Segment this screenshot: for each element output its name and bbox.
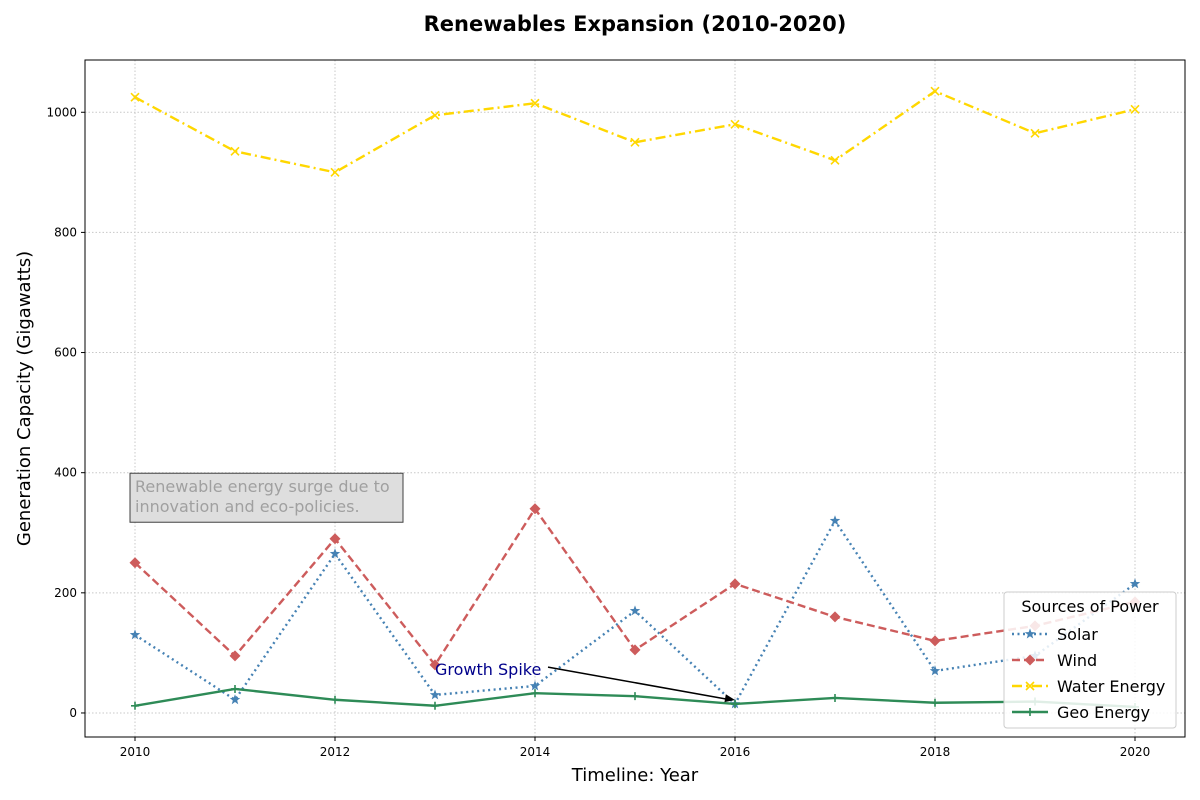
y-tick-label: 800 [54, 225, 77, 239]
data-point-solar [330, 548, 340, 558]
y-tick-label: 0 [69, 706, 77, 720]
data-point-geo-energy [631, 692, 639, 700]
data-point-solar [230, 694, 240, 704]
legend-label: Geo Energy [1057, 703, 1150, 722]
y-axis-label: Generation Capacity (Gigawatts) [14, 251, 35, 546]
x-axis-label: Timeline: Year [571, 765, 699, 786]
series-geo-energy [131, 685, 1139, 711]
series-water-energy [131, 87, 1139, 176]
data-point-wind [230, 650, 241, 661]
note-text-line: innovation and eco-policies. [135, 497, 360, 516]
x-tick-label: 2012 [320, 745, 351, 759]
data-point-geo-energy [531, 689, 539, 697]
y-tick-label: 600 [54, 346, 77, 360]
legend-title: Sources of Power [1021, 597, 1159, 616]
y-tick-label: 400 [54, 466, 77, 480]
legend-label: Solar [1057, 625, 1098, 644]
legend-label: Water Energy [1057, 677, 1165, 696]
chart-title: Renewables Expansion (2010-2020) [424, 12, 847, 36]
data-point-geo-energy [231, 685, 239, 693]
series-line-wind [135, 509, 1135, 665]
x-tick-label: 2018 [920, 745, 951, 759]
legend-label: Wind [1057, 651, 1097, 670]
y-tick-label: 1000 [46, 105, 77, 119]
data-point-geo-energy [831, 694, 839, 702]
note-text-line: Renewable energy surge due to [135, 477, 390, 496]
x-tick-label: 2020 [1120, 745, 1151, 759]
data-point-wind [930, 635, 941, 646]
axis-ticks: 2010 2012 2014 2016 2018 2020 0 200 400 600 800 100… [46, 105, 1150, 759]
data-point-solar [530, 680, 540, 690]
series-solar [130, 515, 1140, 708]
data-point-wind [330, 533, 341, 544]
annotation-arrowhead [724, 694, 735, 702]
data-point-solar [830, 515, 840, 525]
series-line-water-energy [135, 91, 1135, 172]
data-point-geo-energy [331, 696, 339, 704]
legend: Sources of Power Solar Wind Water Energy Geo… [1004, 592, 1176, 728]
data-point-wind [830, 611, 841, 622]
data-point-water-energy [231, 147, 239, 155]
x-tick-label: 2016 [720, 745, 751, 759]
y-tick-label: 200 [54, 586, 77, 600]
data-point-geo-energy [431, 702, 439, 710]
x-tick-label: 2010 [120, 745, 151, 759]
series-wind [130, 503, 1141, 670]
data-point-solar [1130, 578, 1140, 588]
note-text: Renewable energy surge due to innovation … [135, 477, 390, 516]
data-point-geo-energy [131, 702, 139, 710]
series-layer [130, 87, 1141, 711]
data-point-geo-energy [931, 699, 939, 707]
x-tick-label: 2014 [520, 745, 551, 759]
annotation-text: Growth Spike [435, 660, 541, 679]
data-point-geo-energy [731, 700, 739, 708]
data-point-water-energy [131, 93, 139, 101]
